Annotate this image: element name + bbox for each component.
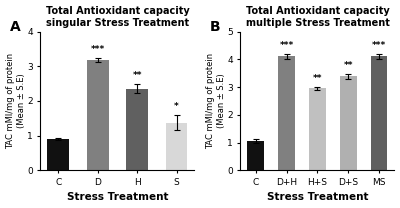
- Y-axis label: TAC mMl/mg of protein
(Mean ± S.E): TAC mMl/mg of protein (Mean ± S.E): [206, 53, 226, 149]
- Text: ***: ***: [372, 41, 386, 50]
- Text: B: B: [210, 20, 220, 34]
- Title: Total Antioxidant capacity
multiple Stress Treatment: Total Antioxidant capacity multiple Stre…: [246, 6, 389, 28]
- Bar: [126, 89, 148, 170]
- X-axis label: Stress Treatment: Stress Treatment: [267, 192, 368, 202]
- Bar: [309, 88, 326, 170]
- Bar: [248, 141, 264, 170]
- Title: Total Antioxidant capacity
singular Stress Treatment: Total Antioxidant capacity singular Stre…: [46, 6, 189, 28]
- Bar: [278, 57, 295, 170]
- Text: **: **: [313, 74, 322, 83]
- Text: A: A: [10, 20, 20, 34]
- Bar: [340, 77, 357, 170]
- Bar: [370, 57, 388, 170]
- Text: **: **: [344, 61, 353, 69]
- Text: *: *: [174, 102, 179, 111]
- Y-axis label: TAC mMl/mg of protein
(Mean ± S.E): TAC mMl/mg of protein (Mean ± S.E): [6, 53, 26, 149]
- Bar: [48, 139, 69, 170]
- Bar: [166, 123, 188, 170]
- Bar: [87, 60, 108, 170]
- Text: ***: ***: [280, 41, 294, 50]
- Text: ***: ***: [90, 45, 105, 54]
- X-axis label: Stress Treatment: Stress Treatment: [67, 192, 168, 202]
- Text: **: **: [132, 71, 142, 80]
